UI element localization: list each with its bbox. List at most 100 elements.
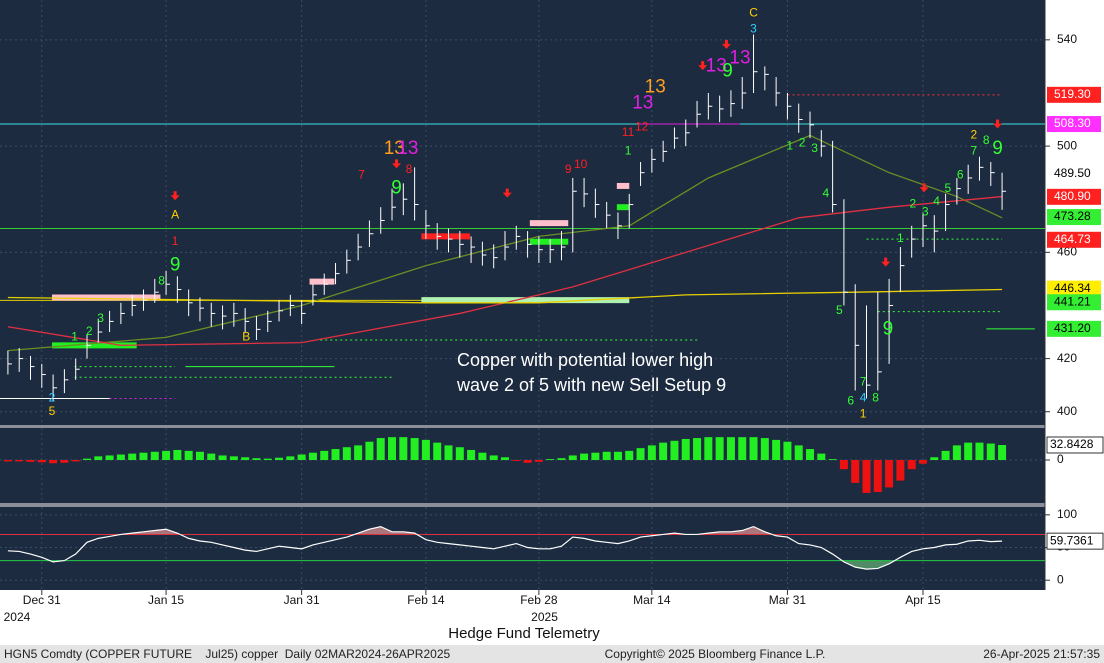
td-count: 13: [706, 55, 727, 76]
price-label-box: [1047, 86, 1101, 103]
td-count: 9: [391, 178, 402, 199]
histogram-bar: [252, 458, 261, 461]
histogram-bar: [376, 438, 385, 461]
price-label-box: [1047, 280, 1101, 297]
histogram-bar: [173, 449, 182, 461]
histogram-bar: [444, 445, 453, 461]
chart-title: Hedge Fund Telemetry: [448, 625, 600, 642]
histogram-bar: [162, 450, 171, 461]
histogram-bar: [297, 454, 306, 461]
panel-separator: [0, 503, 1045, 507]
year-label: 2025: [531, 610, 558, 624]
histogram-bar: [467, 449, 476, 461]
price-label-box: [1047, 165, 1101, 182]
td-count: 1: [172, 234, 179, 248]
y-tick-label: 460: [1057, 245, 1077, 259]
td-count: 3: [811, 141, 818, 155]
td-count: 8: [872, 391, 879, 405]
histogram-bar: [952, 445, 961, 461]
histogram-bar: [478, 452, 487, 461]
td-count: 1: [786, 138, 793, 152]
td-count: 12: [635, 120, 649, 134]
td-count: B: [242, 330, 250, 344]
histogram-panel: [0, 428, 1045, 503]
price-label-box: [1047, 188, 1101, 205]
histogram-bar: [783, 441, 792, 461]
y-tick-label: 540: [1057, 32, 1077, 46]
last-value-box: [1046, 436, 1104, 454]
price-label: 446.34: [1054, 281, 1091, 295]
histogram-bar: [320, 450, 329, 461]
td-count: 6: [957, 167, 964, 181]
histogram-bar: [82, 458, 91, 461]
td-count: 13: [384, 138, 405, 159]
histogram-plot: [0, 428, 1045, 503]
td-count: 3: [922, 205, 929, 219]
histogram-bar: [839, 460, 848, 470]
td-count: 1: [625, 144, 632, 158]
td-count: 1: [897, 231, 904, 245]
histogram-bar: [26, 460, 35, 462]
td-count: 2: [49, 391, 56, 405]
td-count: 8: [406, 162, 413, 176]
price-label: 464.73: [1054, 232, 1091, 246]
histogram-bar: [907, 460, 916, 470]
td-count: 13: [645, 77, 666, 98]
histogram-bar: [184, 450, 193, 461]
td-count: 1: [860, 407, 867, 421]
histogram-bar: [37, 460, 46, 463]
y-tick-label: 100: [1057, 507, 1077, 521]
histogram-bar: [116, 454, 125, 461]
histogram-bar: [738, 437, 747, 461]
price-label-box: [1047, 231, 1101, 248]
x-tick-label: Jan 15: [148, 593, 184, 607]
histogram-bar: [128, 453, 137, 461]
price-label: 489.50: [1054, 166, 1091, 180]
histogram-bar: [817, 453, 826, 461]
histogram-bar: [693, 438, 702, 461]
price-label: 441.21: [1054, 294, 1091, 308]
histogram-bar: [150, 451, 159, 461]
histogram-bar: [681, 438, 690, 461]
histogram-bar: [726, 437, 735, 461]
td-count: 2: [86, 324, 93, 338]
sell-arrow: [993, 119, 1003, 129]
histogram-bar: [975, 442, 984, 461]
histogram-bar: [862, 460, 871, 493]
td-count: 9: [170, 255, 181, 276]
y-tick-label: 400: [1057, 404, 1077, 418]
td-count: 10: [574, 157, 588, 171]
td-count: 9: [722, 61, 733, 82]
histogram-bar: [930, 457, 939, 461]
td-count: 8: [983, 133, 990, 147]
annotation: Copper with potential lower high: [457, 350, 713, 370]
td-count: 2: [970, 128, 977, 142]
histogram-bar: [489, 455, 498, 461]
x-tick-label: Apr 15: [905, 593, 941, 607]
histogram-bar: [139, 452, 148, 461]
td-count: 13: [729, 47, 750, 68]
y-tick-label: 0: [1057, 452, 1064, 466]
histogram-bar: [998, 444, 1007, 461]
price-label-box: [1047, 320, 1101, 337]
x-tick-label: Feb 14: [407, 593, 445, 607]
price-label: 473.28: [1054, 209, 1091, 223]
histogram-bar: [873, 460, 882, 493]
sell-arrow: [919, 183, 929, 193]
histogram-bar: [557, 458, 566, 461]
td-count: 5: [944, 181, 951, 195]
histogram-bar: [388, 437, 397, 461]
x-tick-label: Feb 28: [520, 593, 558, 607]
year-label: 2024: [4, 610, 31, 624]
histogram-bar: [331, 449, 340, 461]
histogram-bar: [986, 443, 995, 461]
sell-arrow: [502, 188, 512, 198]
histogram-bar: [229, 456, 238, 461]
td-count: 3: [97, 311, 104, 325]
histogram-bar: [241, 457, 250, 461]
x-tick-label: Jan 31: [284, 593, 320, 607]
td-count: 6: [847, 393, 854, 407]
td-count: 4: [860, 391, 867, 405]
histogram-bar: [60, 460, 69, 463]
